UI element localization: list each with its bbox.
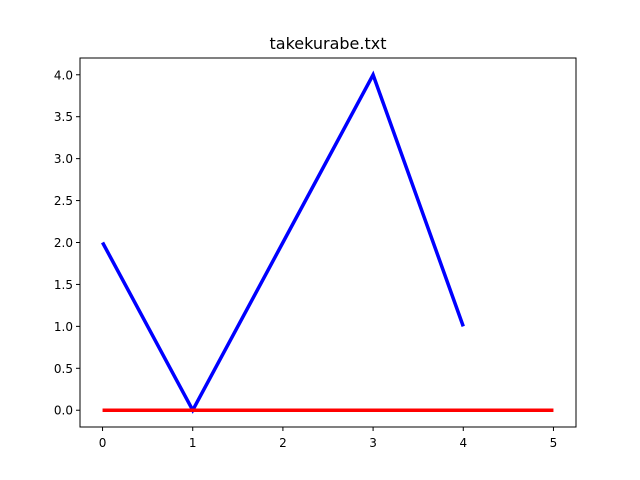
x-tick-label: 3	[369, 436, 377, 450]
y-tick-label: 4.0	[54, 68, 73, 82]
y-axis: 0.0 0.5 1.0 1.5 2.0 2.5 3.0 3.5 4.0	[54, 68, 80, 418]
y-tick-label: 2.0	[54, 236, 73, 250]
y-tick-label: 0.0	[54, 404, 73, 418]
y-tick-label: 1.5	[54, 278, 73, 292]
y-tick-label: 0.5	[54, 362, 73, 376]
chart-title: takekurabe.txt	[269, 34, 386, 53]
y-tick-label: 1.0	[54, 320, 73, 334]
x-axis: 0 1 2 3 4 5	[99, 427, 558, 450]
series-layer	[101, 70, 554, 414]
x-tick-label: 4	[459, 436, 467, 450]
x-tick-label: 1	[189, 436, 197, 450]
x-tick-label: 5	[550, 436, 558, 450]
x-tick-label: 2	[279, 436, 287, 450]
series-line-1	[101, 70, 465, 414]
y-tick-label: 3.0	[54, 152, 73, 166]
y-tick-label: 2.5	[54, 194, 73, 208]
y-tick-label: 3.5	[54, 110, 73, 124]
x-tick-label: 0	[99, 436, 107, 450]
